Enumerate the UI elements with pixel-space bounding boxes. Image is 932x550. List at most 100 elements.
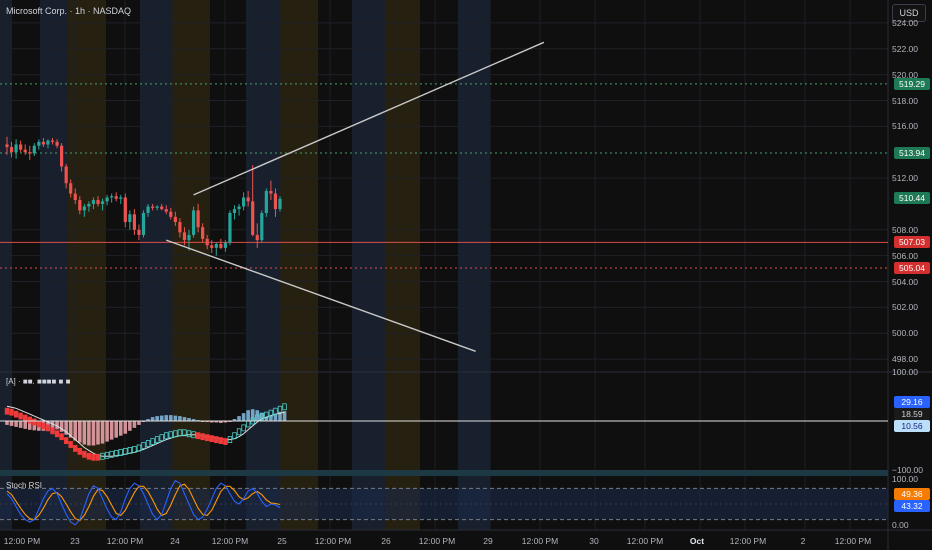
macd-line-point bbox=[273, 407, 278, 415]
stoch-value-tag: 43.32 bbox=[894, 500, 930, 512]
candle-body bbox=[264, 191, 268, 213]
macd-line-point bbox=[173, 430, 178, 438]
macd-line-point bbox=[18, 412, 23, 420]
candle-body bbox=[123, 197, 127, 223]
macd-line-point bbox=[54, 430, 60, 438]
session-band bbox=[352, 0, 386, 530]
macd-line-point bbox=[123, 447, 128, 455]
macd-axis-label: 100.00 bbox=[892, 367, 918, 377]
macd-line-point bbox=[145, 440, 151, 447]
macd-line-point bbox=[177, 429, 183, 437]
candle-body bbox=[32, 145, 36, 154]
time-axis-label: 29 bbox=[483, 536, 493, 546]
session-band bbox=[172, 0, 210, 530]
macd-histogram-bar bbox=[178, 416, 182, 421]
macd-line-point bbox=[200, 433, 205, 441]
macd-histogram-bar bbox=[82, 421, 87, 445]
macd-line-point bbox=[218, 437, 224, 445]
macd-histogram-bar bbox=[187, 418, 191, 421]
candle-body bbox=[155, 206, 159, 208]
candle-body bbox=[87, 203, 91, 207]
macd-line-point bbox=[191, 431, 196, 439]
chart-title: Microsoft Corp. · 1h · NASDAQ bbox=[6, 6, 132, 16]
candle-body bbox=[14, 144, 18, 153]
time-axis-label: 12:00 PM bbox=[211, 536, 249, 546]
candle-body bbox=[182, 232, 187, 241]
candle-body bbox=[28, 152, 32, 154]
stoch-axis-label: 0.00 bbox=[892, 520, 909, 530]
session-band bbox=[40, 0, 68, 530]
candle-body bbox=[146, 206, 150, 213]
macd-line-point bbox=[241, 424, 246, 432]
macd-axis-label: −100.00 bbox=[892, 465, 923, 475]
macd-line-point bbox=[277, 405, 283, 413]
time-axis-label: 25 bbox=[277, 536, 287, 546]
macd-histogram-bar bbox=[164, 415, 169, 421]
candle-body bbox=[82, 206, 86, 211]
time-axis-label: 12:00 PM bbox=[418, 536, 456, 546]
pane-divider bbox=[0, 470, 888, 476]
currency-button[interactable]: USD bbox=[892, 4, 926, 22]
macd-histogram-bar bbox=[255, 410, 260, 421]
time-axis-label: 23 bbox=[70, 536, 80, 546]
macd-line-point bbox=[68, 441, 73, 448]
session-band bbox=[458, 0, 490, 530]
macd-line-point bbox=[50, 427, 55, 435]
trendline-upper-channel bbox=[193, 41, 545, 196]
candle-body bbox=[91, 200, 96, 204]
time-axis-label: 12:00 PM bbox=[314, 536, 352, 546]
macd-line-point bbox=[232, 432, 237, 440]
candle-body bbox=[237, 206, 241, 210]
macd-histogram-bar bbox=[23, 421, 27, 429]
macd-histogram-bar bbox=[169, 415, 173, 421]
macd-histogram-bar bbox=[91, 421, 96, 446]
stoch-d-line bbox=[6, 483, 281, 522]
stoch-k-line bbox=[6, 479, 281, 526]
macd-line-point bbox=[268, 409, 274, 417]
macd-line-point bbox=[4, 407, 10, 415]
candle-body bbox=[255, 234, 259, 241]
macd-histogram-bar bbox=[14, 421, 18, 427]
price-tick-label: 498.00 bbox=[892, 354, 918, 365]
macd-histogram-bar bbox=[219, 421, 223, 423]
macd-histogram-bar bbox=[59, 421, 64, 432]
candle-body bbox=[278, 198, 282, 210]
trendline-lower-channel bbox=[166, 239, 476, 352]
candle-body bbox=[251, 201, 255, 235]
macd-line-point bbox=[223, 438, 228, 445]
macd-line-point bbox=[91, 453, 96, 461]
candle-body bbox=[105, 197, 109, 202]
time-axis-label: 30 bbox=[589, 536, 599, 546]
macd-line-point bbox=[109, 450, 114, 458]
macd-line-point bbox=[204, 434, 210, 442]
macd-line-point bbox=[82, 450, 87, 458]
macd-line-point bbox=[141, 442, 146, 449]
macd-line-point bbox=[114, 449, 119, 457]
macd-line-point bbox=[13, 410, 19, 418]
time-axis-label: 12:00 PM bbox=[834, 536, 872, 546]
macd-histogram-bar bbox=[87, 421, 91, 446]
macd-line-point bbox=[73, 445, 78, 452]
macd-line-point bbox=[195, 432, 201, 440]
time-axis-label: 12:00 PM bbox=[106, 536, 144, 546]
stoch-rsi-title[interactable]: Stoch RSI bbox=[6, 481, 43, 490]
macd-histogram-bar bbox=[96, 421, 100, 445]
candle-body bbox=[169, 211, 173, 217]
macd-line-point bbox=[236, 428, 242, 436]
macd-line-point bbox=[45, 424, 51, 432]
macd-histogram-bar bbox=[68, 421, 73, 438]
time-axis-label: 12:00 PM bbox=[521, 536, 559, 546]
stoch-axis-label: 100.00 bbox=[892, 474, 918, 484]
macd-value-tag: 10.56 bbox=[894, 420, 930, 432]
candle-body bbox=[23, 149, 27, 153]
macd-line-point bbox=[164, 432, 169, 440]
macd-histogram-bar bbox=[250, 409, 255, 421]
macd-line-point bbox=[63, 437, 69, 445]
macd-indicator-title[interactable]: [A] · ■■. ■■■■ ■ ■ bbox=[6, 377, 71, 386]
candle-body bbox=[100, 201, 105, 204]
price-tick-label: 516.00 bbox=[892, 121, 918, 132]
macd-histogram-bar bbox=[32, 421, 37, 431]
candle-body bbox=[19, 144, 23, 150]
